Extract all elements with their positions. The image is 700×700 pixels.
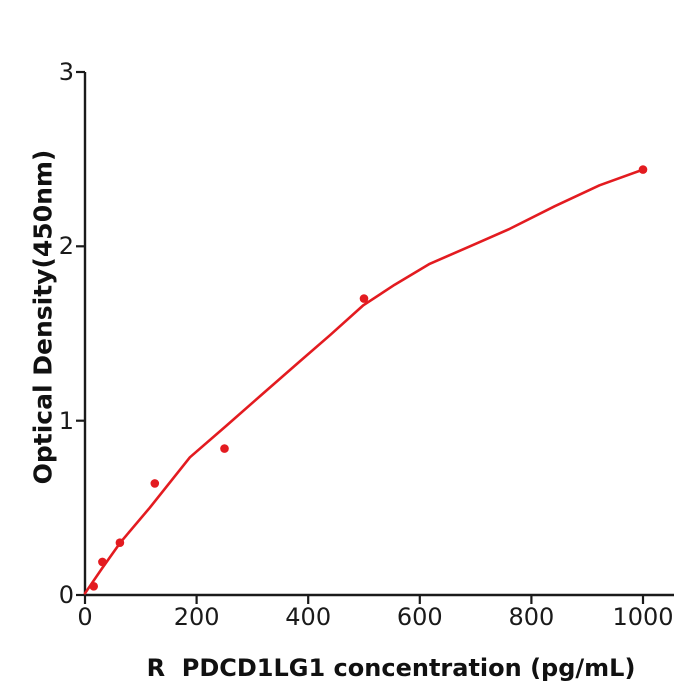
data-point [98,557,107,567]
y-tick-label: 3 [58,58,74,86]
data-points [89,165,648,591]
data-point [638,165,648,174]
x-tick-label: 1000 [612,603,674,631]
x-tick-label: 800 [508,603,555,631]
data-point [359,294,369,303]
y-tick-label: 0 [58,581,74,609]
axis-ticks [76,70,645,604]
data-point [115,538,125,547]
x-tick-label: 400 [285,603,332,631]
fitted-curve-line [83,168,645,595]
data-point [220,444,229,453]
axis-spines [83,72,674,597]
x-tick-label: 600 [396,603,443,631]
y-tick-label: 1 [58,406,74,435]
y-axis-title: Optical Density(450nm) [28,149,58,485]
data-point [150,479,160,488]
x-tick-label: 200 [173,603,220,631]
y-tick-label: 2 [58,232,74,261]
x-tick-label: 0 [77,603,93,631]
data-point [89,582,98,591]
x-axis-title: R PDCD1LG1 concentration (pg/mL) [146,654,636,682]
